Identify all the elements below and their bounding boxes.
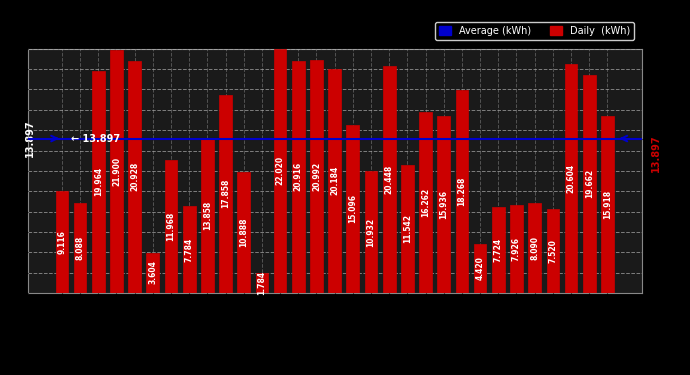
Bar bbox=[401, 165, 414, 292]
Bar bbox=[292, 61, 305, 292]
Text: 1.784: 1.784 bbox=[257, 270, 266, 295]
Bar bbox=[510, 205, 523, 292]
Text: 15.936: 15.936 bbox=[440, 190, 449, 219]
Text: 20.184: 20.184 bbox=[330, 166, 339, 195]
Text: 8.090: 8.090 bbox=[530, 236, 539, 260]
Bar bbox=[420, 112, 432, 292]
Text: 16.262: 16.262 bbox=[421, 188, 430, 217]
Bar bbox=[110, 50, 123, 292]
Text: 20.448: 20.448 bbox=[385, 165, 394, 194]
Text: 13.858: 13.858 bbox=[203, 201, 212, 230]
Bar bbox=[364, 171, 377, 292]
Text: 20.928: 20.928 bbox=[130, 162, 139, 191]
Text: Copyright 2015 Cartronics.com: Copyright 2015 Cartronics.com bbox=[7, 22, 177, 32]
Bar bbox=[455, 90, 469, 292]
Bar bbox=[237, 172, 250, 292]
Text: 22.020: 22.020 bbox=[275, 156, 284, 185]
Bar bbox=[255, 273, 268, 292]
Legend: Average (kWh), Daily  (kWh): Average (kWh), Daily (kWh) bbox=[435, 22, 634, 40]
Bar bbox=[564, 64, 578, 292]
Title: Daily Solar Energy & Average Production  Fri Jun 19 20:30: Daily Solar Energy & Average Production … bbox=[75, 30, 595, 46]
Text: 7.926: 7.926 bbox=[512, 237, 521, 261]
Bar bbox=[201, 139, 214, 292]
Text: 21.900: 21.900 bbox=[112, 157, 121, 186]
Bar bbox=[274, 48, 286, 292]
Text: 19.964: 19.964 bbox=[94, 167, 103, 196]
Text: 11.968: 11.968 bbox=[166, 211, 175, 241]
Text: 20.916: 20.916 bbox=[294, 162, 303, 191]
Bar bbox=[310, 60, 323, 292]
Text: ← 13.897: ← 13.897 bbox=[71, 134, 120, 144]
Bar bbox=[55, 192, 68, 292]
Bar bbox=[146, 253, 159, 292]
Text: 7.784: 7.784 bbox=[185, 237, 194, 261]
Bar bbox=[546, 209, 559, 292]
Text: 17.858: 17.858 bbox=[221, 179, 230, 208]
Text: 20.992: 20.992 bbox=[312, 162, 321, 191]
Text: 9.116: 9.116 bbox=[57, 230, 66, 254]
Bar bbox=[383, 66, 395, 292]
Bar bbox=[183, 206, 195, 292]
Bar bbox=[92, 71, 105, 292]
Text: 18.268: 18.268 bbox=[457, 177, 466, 206]
Bar bbox=[346, 125, 359, 292]
Bar bbox=[165, 160, 177, 292]
Bar bbox=[219, 94, 232, 292]
Text: 7.724: 7.724 bbox=[494, 238, 503, 262]
Text: 7.520: 7.520 bbox=[549, 239, 558, 263]
Bar bbox=[328, 69, 341, 292]
Text: 15.096: 15.096 bbox=[348, 194, 357, 224]
Text: 13.897: 13.897 bbox=[25, 120, 34, 158]
Text: 10.888: 10.888 bbox=[239, 217, 248, 247]
Bar bbox=[583, 75, 595, 292]
Text: 4.420: 4.420 bbox=[475, 256, 484, 280]
Text: 8.088: 8.088 bbox=[76, 236, 85, 260]
Bar bbox=[601, 116, 614, 292]
Bar bbox=[74, 203, 86, 292]
Bar bbox=[437, 116, 450, 292]
Bar bbox=[492, 207, 504, 292]
Text: 20.604: 20.604 bbox=[566, 164, 575, 193]
Bar bbox=[128, 61, 141, 292]
Text: 10.932: 10.932 bbox=[366, 217, 375, 246]
Text: 11.542: 11.542 bbox=[403, 214, 412, 243]
Text: 3.604: 3.604 bbox=[148, 261, 157, 285]
Text: 19.662: 19.662 bbox=[584, 169, 593, 198]
Text: 15.918: 15.918 bbox=[603, 190, 612, 219]
Bar bbox=[529, 203, 541, 292]
Bar bbox=[474, 243, 486, 292]
